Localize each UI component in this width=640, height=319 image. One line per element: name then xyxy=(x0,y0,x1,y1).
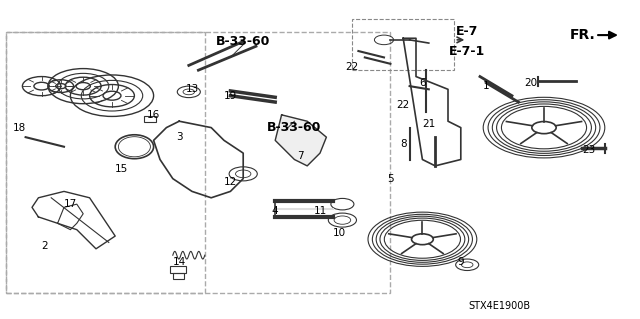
Text: 12: 12 xyxy=(224,177,237,187)
Text: 16: 16 xyxy=(147,110,160,120)
Text: STX4E1900B: STX4E1900B xyxy=(468,301,531,311)
Text: 13: 13 xyxy=(186,84,198,94)
Text: 22: 22 xyxy=(397,100,410,110)
Text: 15: 15 xyxy=(115,164,128,174)
Text: 21: 21 xyxy=(422,119,435,130)
Bar xyxy=(170,266,186,273)
Text: 6: 6 xyxy=(419,78,426,88)
Text: 20: 20 xyxy=(525,78,538,88)
Text: 3: 3 xyxy=(176,132,182,142)
Text: 23: 23 xyxy=(582,145,595,155)
Text: E-7: E-7 xyxy=(456,26,478,38)
Text: B-33-60: B-33-60 xyxy=(268,121,321,134)
Text: 7: 7 xyxy=(298,151,304,161)
Text: 1: 1 xyxy=(483,81,490,91)
Text: 2: 2 xyxy=(42,241,48,251)
Text: B-33-60: B-33-60 xyxy=(216,35,270,48)
Text: 19: 19 xyxy=(224,91,237,101)
Text: E-7-1: E-7-1 xyxy=(449,45,485,57)
Text: 4: 4 xyxy=(272,205,278,216)
Text: 11: 11 xyxy=(314,205,326,216)
Text: 8: 8 xyxy=(400,138,406,149)
Polygon shape xyxy=(275,115,326,166)
Text: 22: 22 xyxy=(346,62,358,72)
Text: 9: 9 xyxy=(458,256,464,267)
Text: 17: 17 xyxy=(64,199,77,209)
Text: FR.: FR. xyxy=(570,28,595,42)
Text: 5: 5 xyxy=(387,174,394,184)
Text: 10: 10 xyxy=(333,228,346,238)
Bar xyxy=(173,273,184,279)
Text: 14: 14 xyxy=(173,256,186,267)
Bar xyxy=(144,116,156,122)
Text: 18: 18 xyxy=(13,122,26,133)
